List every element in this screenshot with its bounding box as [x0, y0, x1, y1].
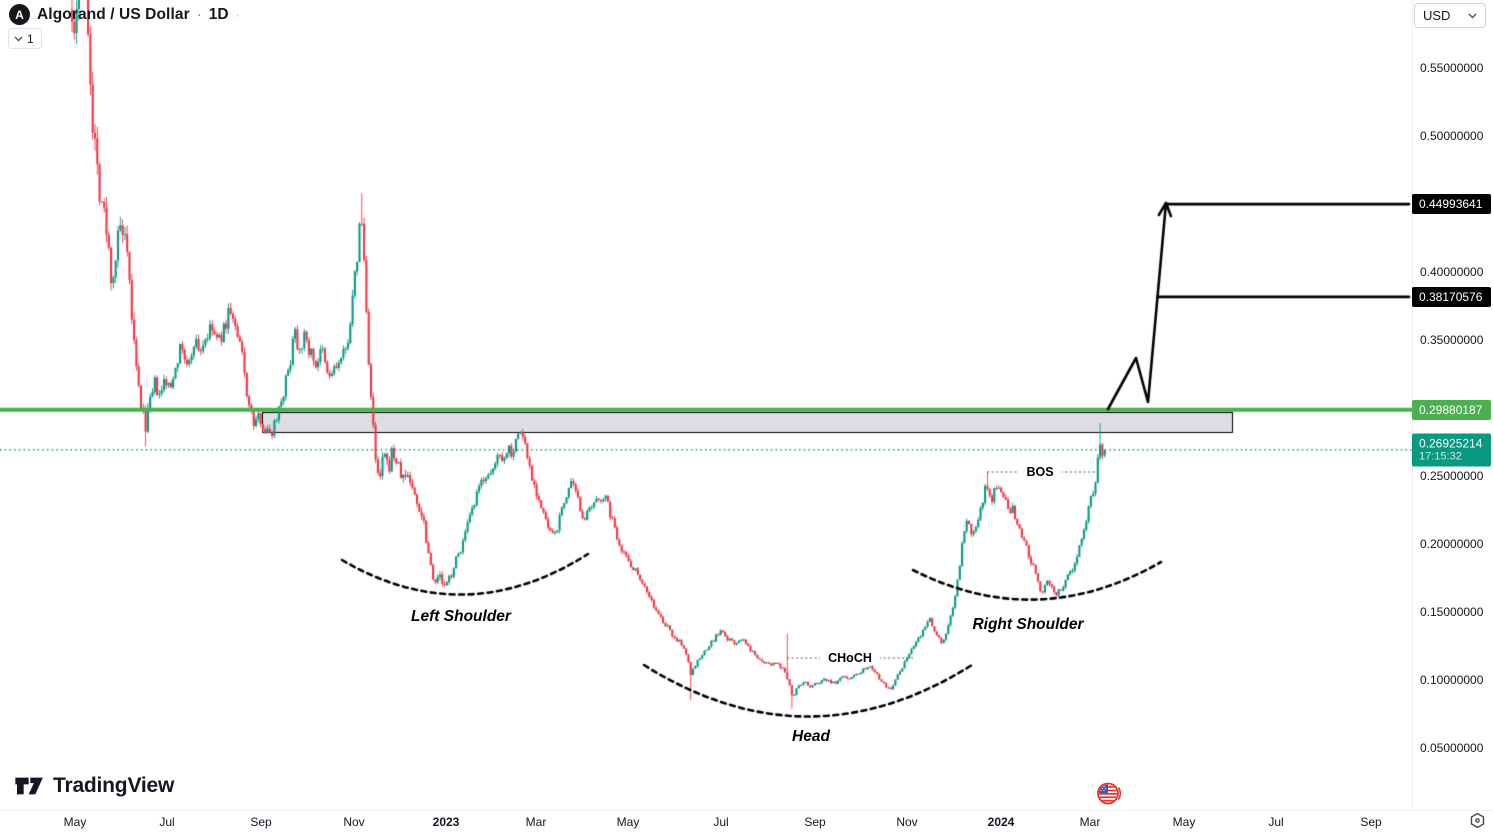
symbol-title[interactable]: Algorand / US Dollar — [37, 5, 190, 23]
time-tick-label: Nov — [343, 815, 365, 829]
price-tick-label: 0.40000000 — [1420, 265, 1484, 279]
choch-label[interactable]: CHoCH — [820, 651, 880, 665]
timeframe-label[interactable]: 1D — [208, 5, 229, 23]
price-tick-label: 0.20000000 — [1420, 537, 1484, 551]
head-label[interactable]: Head — [792, 728, 830, 745]
time-tick-label: May — [63, 815, 87, 829]
price-scale-settings-icon[interactable] — [1469, 812, 1486, 834]
price-tick-label: 0.25000000 — [1420, 469, 1484, 483]
time-tick-label: Sep — [250, 815, 272, 829]
price-chart-canvas[interactable] — [0, 0, 1412, 808]
time-tick-label: May — [616, 815, 640, 829]
resistance-price-label: 0.29880187 — [1412, 399, 1491, 420]
algorand-logo-icon: A — [9, 4, 30, 25]
time-tick-label: Mar — [1079, 815, 1101, 829]
time-tick-label: Mar — [525, 815, 547, 829]
time-tick-label: 2024 — [987, 815, 1015, 829]
time-tick-label: Jul — [713, 815, 729, 829]
currency-dropdown[interactable]: USD — [1414, 3, 1486, 28]
us-flag-icon[interactable] — [1096, 781, 1122, 811]
price-tick-label: 0.35000000 — [1420, 333, 1484, 347]
chart-legend: A Algorand / US Dollar · 1D · — [9, 4, 240, 25]
currency-value: USD — [1423, 8, 1451, 23]
price-tick-label: 0.05000000 — [1420, 741, 1484, 755]
price-tick-label: 0.55000000 — [1420, 61, 1484, 75]
current-price-label: 0.26925214 17:15:32 — [1412, 433, 1491, 467]
target-price-label: 0.38170576 — [1412, 286, 1491, 307]
time-tick-label: 2023 — [432, 815, 460, 829]
time-tick-label: May — [1172, 815, 1196, 829]
chevron-down-icon — [14, 36, 23, 41]
price-axis[interactable]: 0.55000000 0.50000000 0.40000000 0.35000000… — [1412, 0, 1493, 808]
title-separator: · — [196, 6, 202, 23]
legend-collapse-button[interactable]: 1 — [8, 28, 42, 49]
price-tick-label: 0.10000000 — [1420, 673, 1484, 687]
time-tick-label: Sep — [804, 815, 826, 829]
bar-countdown: 17:15:32 — [1419, 450, 1462, 463]
price-tick-label: 0.50000000 — [1420, 129, 1484, 143]
target-price-label: 0.44993641 — [1412, 194, 1491, 215]
tradingview-brand-text: TradingView — [53, 774, 175, 797]
title-separator-2: · — [235, 7, 240, 22]
time-tick-label: Jul — [159, 815, 175, 829]
time-tick-label: Nov — [896, 815, 918, 829]
time-axis[interactable]: May Jul Sep Nov 2023 Mar May Jul Sep Nov 2024 Mar Ma… — [0, 810, 1493, 832]
time-tick-label: Jul — [1268, 815, 1284, 829]
price-tick-label: 0.15000000 — [1420, 605, 1484, 619]
tradingview-logo-icon — [15, 777, 43, 795]
legend-count: 1 — [27, 31, 34, 46]
chevron-down-icon — [1468, 13, 1477, 18]
right-shoulder-label[interactable]: Right Shoulder — [972, 616, 1084, 633]
tradingview-watermark[interactable]: TradingView — [14, 774, 174, 798]
bos-label[interactable]: BOS — [1018, 465, 1062, 479]
time-tick-label: Sep — [1360, 815, 1382, 829]
current-price-value: 0.26925214 — [1419, 436, 1483, 451]
left-shoulder-label[interactable]: Left Shoulder — [411, 608, 511, 625]
